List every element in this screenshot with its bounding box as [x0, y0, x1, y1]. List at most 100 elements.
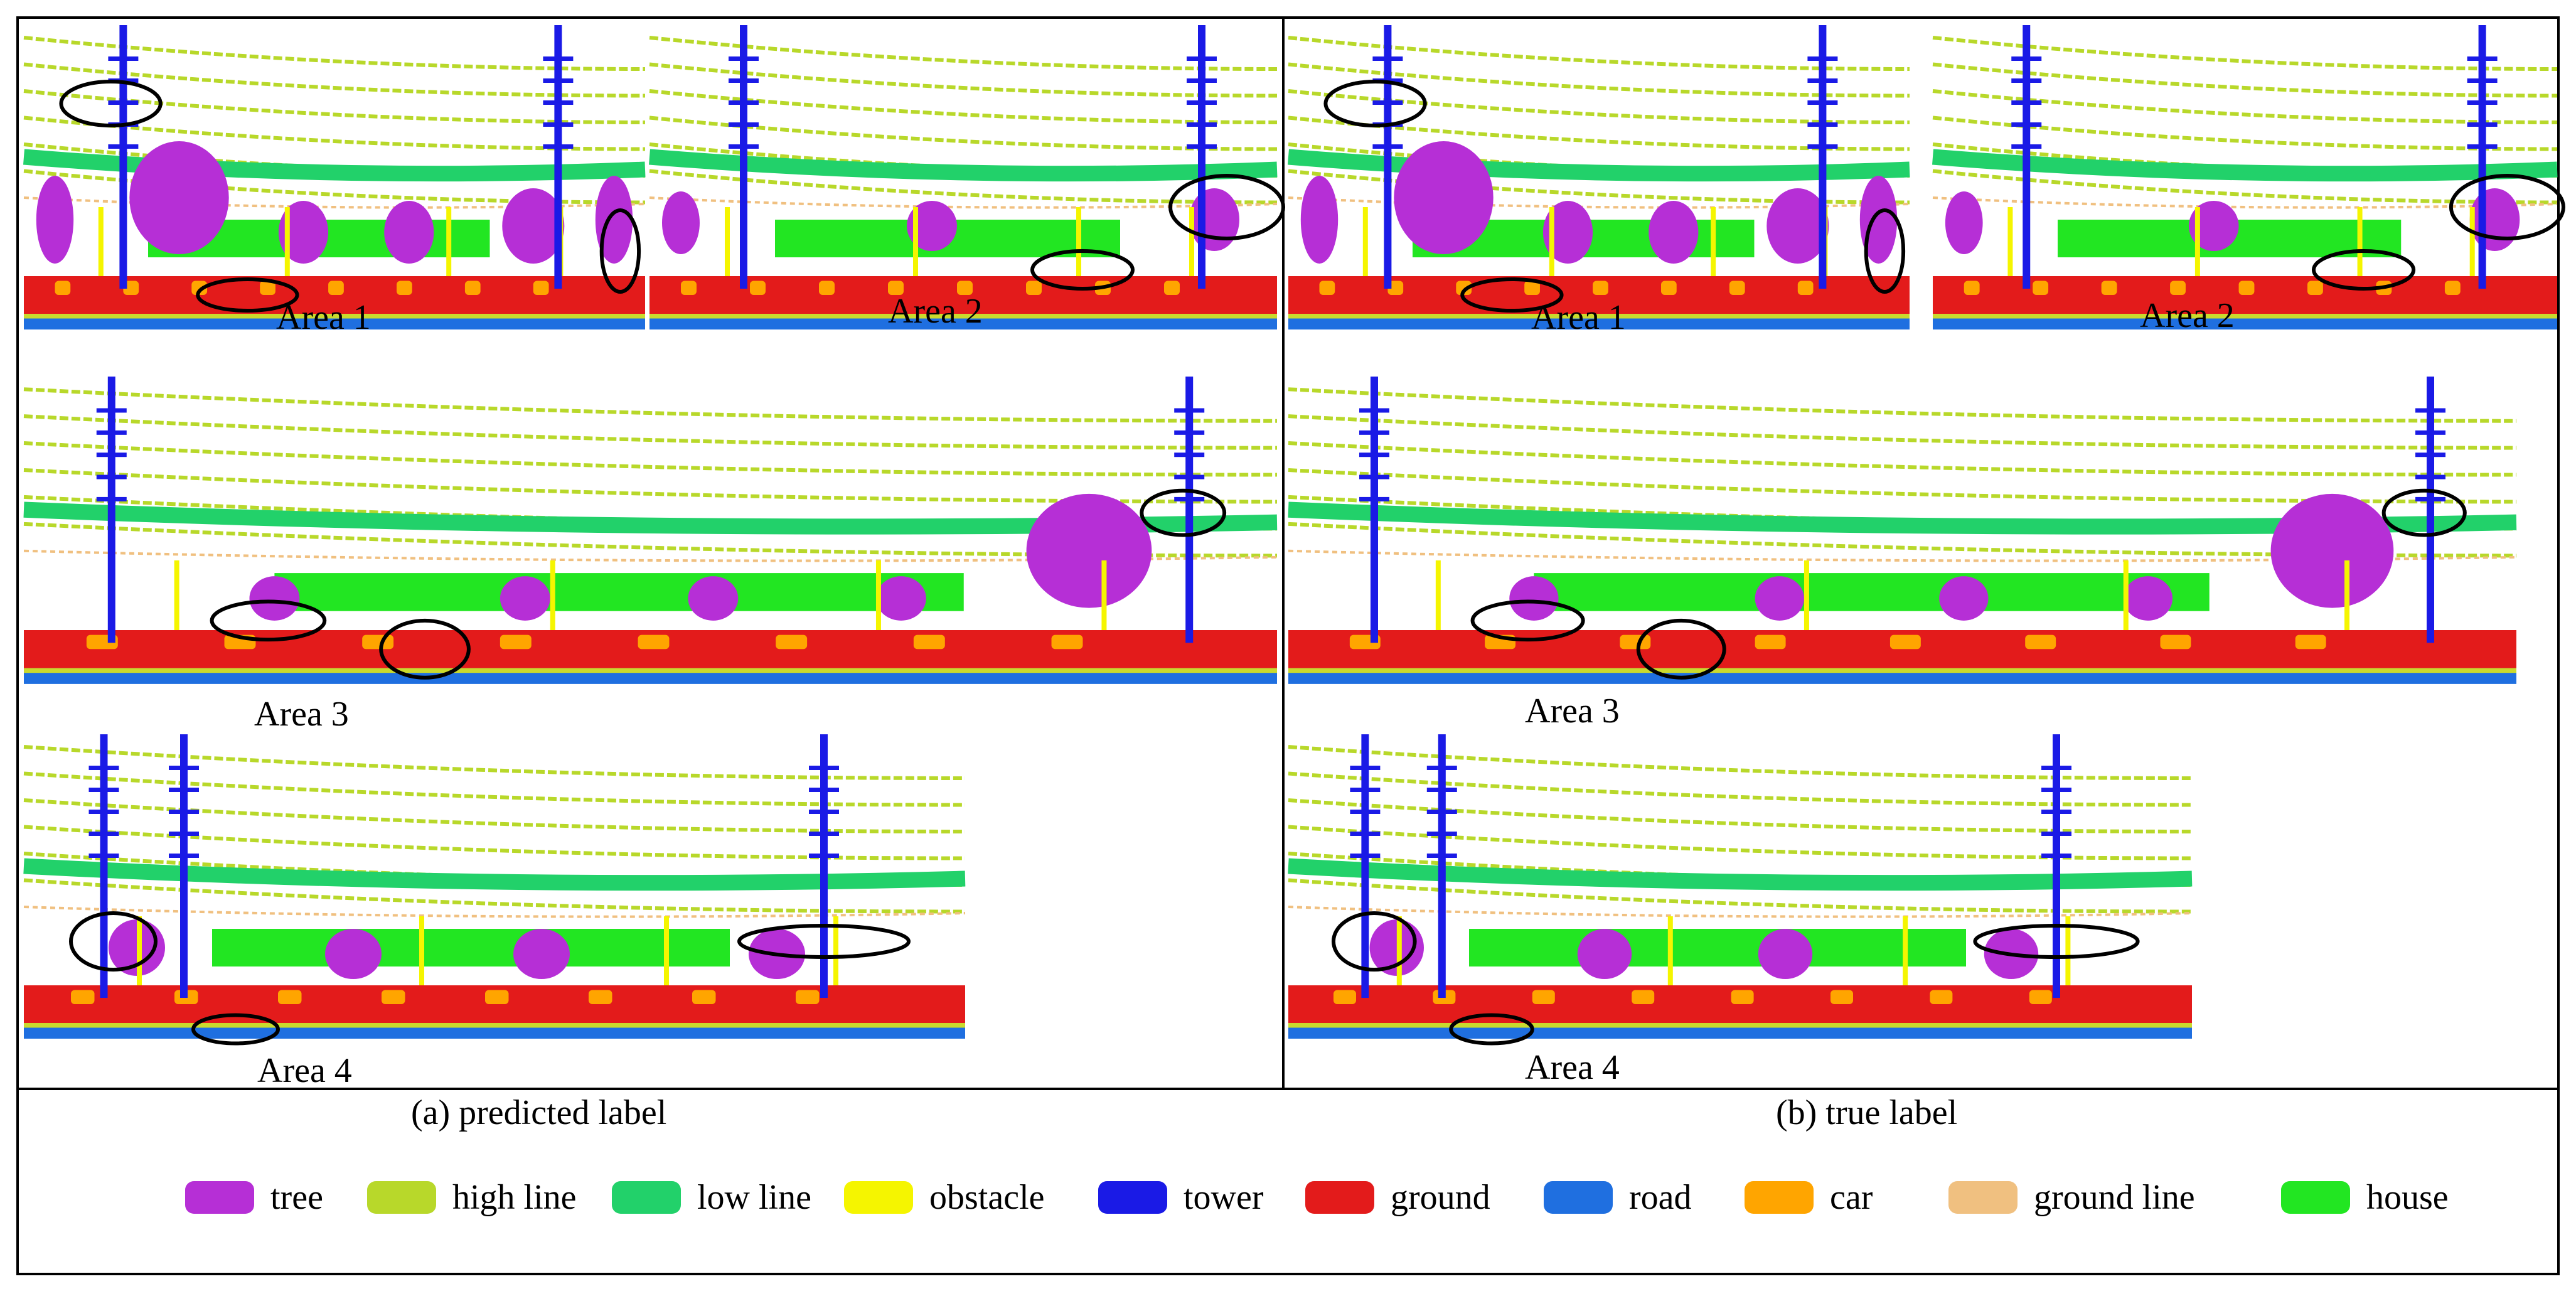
tower-arm — [1807, 144, 1838, 149]
car-mark — [1387, 281, 1404, 295]
scene-b2 — [1932, 25, 2558, 329]
highlight-ellipse — [59, 80, 163, 127]
house-band — [1469, 929, 1966, 966]
tower-arm — [2415, 430, 2446, 435]
legend-label-ground-line: ground line — [2034, 1178, 2195, 1217]
legend-swatch-tower — [1098, 1181, 1167, 1214]
tower-arm — [88, 766, 119, 770]
tree-blob — [875, 576, 926, 621]
tree-blob — [1758, 929, 1813, 979]
tree-blob — [1649, 201, 1699, 264]
road-edge — [649, 314, 1277, 319]
tower-arm — [2467, 122, 2498, 127]
car-mark — [681, 281, 697, 295]
tower-arm — [2041, 854, 2071, 858]
highlight-ellipse — [1973, 924, 2140, 959]
car-mark — [776, 634, 808, 650]
tower-arm — [543, 78, 574, 83]
tree-blob — [36, 176, 74, 264]
tower-arm — [2011, 78, 2042, 83]
tree-blob — [278, 201, 329, 264]
legend-swatch-tree — [185, 1181, 254, 1214]
highlight-ellipse — [191, 1013, 280, 1046]
tower-arm — [1426, 854, 1457, 858]
obstacle-pole — [2065, 916, 2071, 992]
legend-item-tree: tree — [185, 1180, 323, 1215]
car-mark — [1729, 281, 1745, 295]
tree-blob — [1939, 576, 1989, 621]
legend-item-low-line: low line — [612, 1180, 811, 1215]
obstacle-pole — [2469, 207, 2475, 282]
car-mark — [191, 281, 208, 295]
tree-blob — [1766, 188, 1829, 264]
tower-mast — [1198, 25, 1205, 289]
legend-swatch-road — [1544, 1181, 1613, 1214]
house-band — [212, 929, 730, 966]
car-mark — [2238, 281, 2255, 295]
tower-arm — [1174, 408, 1205, 413]
highlight-ellipse — [210, 599, 327, 642]
car-mark — [71, 990, 95, 1004]
obstacle-pole — [174, 560, 179, 637]
high-line-wire — [23, 387, 1278, 423]
tower-arm — [2467, 56, 2498, 61]
obstacle-pole — [2007, 207, 2013, 282]
car-mark — [638, 634, 670, 650]
tower-arm — [1350, 788, 1381, 792]
car-mark — [533, 281, 549, 295]
obstacle-pole — [137, 916, 142, 992]
scene-a4 — [23, 734, 966, 1039]
tree-blob — [595, 176, 633, 264]
tower-mast — [100, 734, 108, 998]
highlight-ellipse — [1323, 80, 1427, 127]
area-label-b3: Area 3 — [1525, 692, 1620, 731]
tower-arm — [1174, 452, 1205, 458]
tower-arm — [543, 56, 574, 61]
tree-blob — [1945, 191, 1983, 254]
car-mark — [1889, 634, 1921, 650]
car-mark — [1532, 990, 1555, 1004]
obstacle-pole — [2123, 560, 2129, 637]
car-mark — [1333, 990, 1356, 1004]
obstacle-pole — [1667, 916, 1673, 992]
tree-blob — [513, 929, 570, 979]
area-label-a2: Area 2 — [888, 292, 983, 331]
road-edge — [1933, 314, 2557, 319]
car-mark — [2101, 281, 2117, 295]
tree-blob — [384, 201, 434, 264]
tree-blob — [249, 576, 300, 621]
car-mark — [1830, 990, 1853, 1004]
low-line-band — [1287, 149, 1910, 182]
car-mark — [1051, 634, 1083, 650]
obstacle-pole — [1804, 560, 1809, 637]
highlight-ellipse — [1030, 249, 1135, 291]
scene-b3 — [1288, 377, 2517, 684]
legend-label-tree: tree — [270, 1178, 323, 1217]
tower-arm — [108, 144, 139, 149]
tower-mast — [119, 25, 127, 289]
car-mark — [328, 281, 344, 295]
highlight-ellipse — [2449, 174, 2565, 240]
car-mark — [278, 990, 302, 1004]
highlight-ellipse — [1864, 208, 1906, 294]
car-mark — [1930, 990, 1953, 1004]
tower-arm — [1350, 766, 1381, 770]
tower-arm — [96, 474, 127, 479]
highlight-ellipse — [1636, 618, 1726, 680]
car-mark — [397, 281, 412, 295]
car-mark — [957, 281, 973, 295]
high-line-wire — [1288, 441, 2517, 477]
obstacle-pole — [1903, 916, 1908, 992]
tower-arm — [2041, 832, 2071, 836]
highlight-ellipse — [1470, 599, 1585, 642]
tower-mast — [2427, 377, 2435, 643]
obstacle-pole — [1435, 560, 1441, 637]
tower-arm — [1174, 430, 1205, 435]
tower-arm — [543, 122, 574, 127]
tower-arm — [2415, 474, 2446, 479]
tower-mast — [554, 25, 562, 289]
tree-blob — [325, 929, 382, 979]
tower-arm — [2041, 788, 2071, 792]
car-mark — [2029, 990, 2052, 1004]
highlight-ellipse — [1460, 277, 1564, 313]
